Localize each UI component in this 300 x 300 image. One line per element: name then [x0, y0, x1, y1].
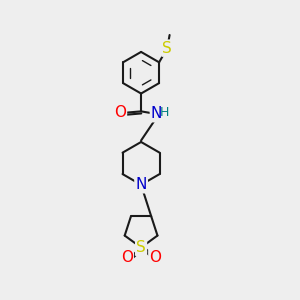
Text: O: O — [114, 105, 126, 120]
Text: S: S — [136, 240, 146, 255]
Text: O: O — [121, 250, 133, 266]
Text: H: H — [159, 106, 169, 119]
Text: O: O — [149, 250, 161, 266]
Text: N: N — [135, 177, 147, 192]
Text: N: N — [151, 106, 162, 121]
Text: S: S — [162, 41, 172, 56]
